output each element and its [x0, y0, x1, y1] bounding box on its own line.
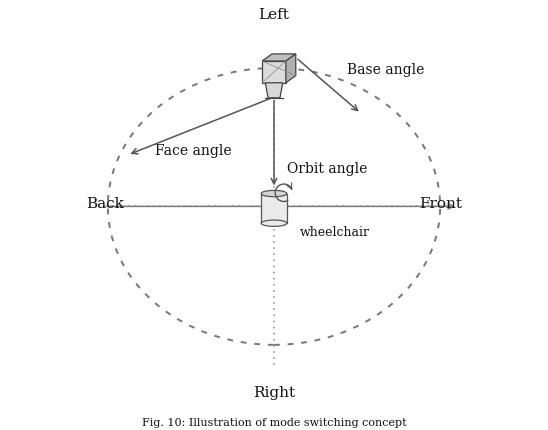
Text: Orbit angle: Orbit angle: [287, 162, 368, 176]
Text: Back: Back: [86, 197, 124, 212]
Ellipse shape: [261, 220, 287, 226]
Polygon shape: [265, 83, 283, 98]
Text: Right: Right: [253, 387, 295, 400]
Text: Base angle: Base angle: [347, 63, 425, 77]
Text: Left: Left: [259, 9, 289, 22]
Text: wheelchair: wheelchair: [300, 226, 370, 239]
Text: Fig. 10: Illustration of mode switching concept: Fig. 10: Illustration of mode switching …: [142, 418, 406, 428]
Polygon shape: [286, 54, 296, 83]
Text: Face angle: Face angle: [155, 144, 231, 158]
Polygon shape: [261, 194, 287, 223]
Polygon shape: [262, 54, 296, 61]
Ellipse shape: [261, 190, 287, 197]
Polygon shape: [262, 61, 286, 83]
Text: Front: Front: [419, 197, 462, 212]
